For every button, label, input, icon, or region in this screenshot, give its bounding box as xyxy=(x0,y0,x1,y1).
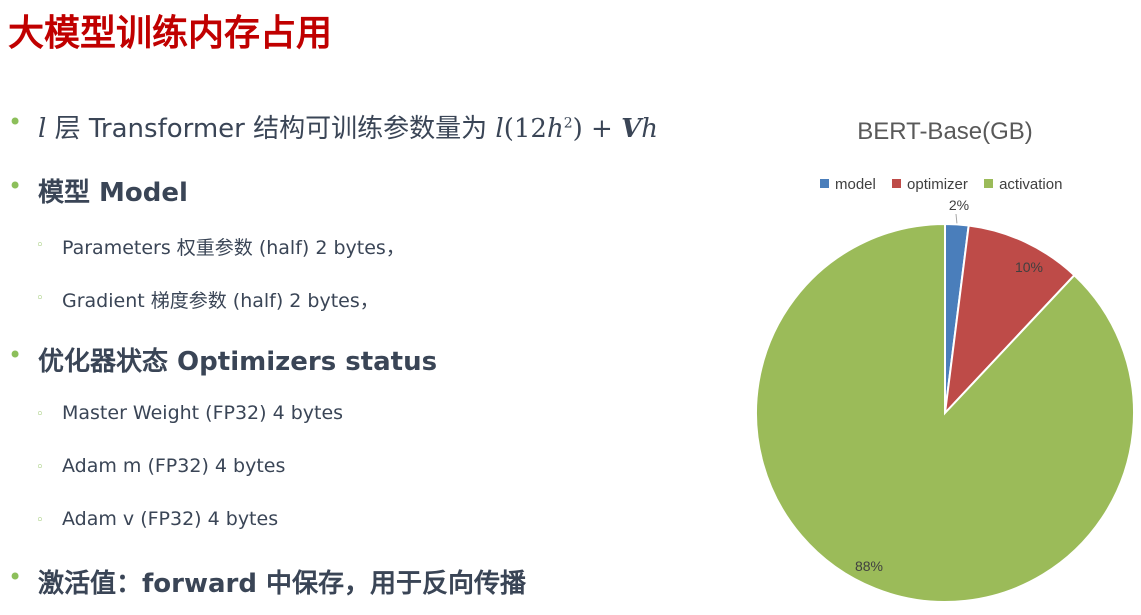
legend-item-model: model xyxy=(820,176,876,193)
formula-l: l xyxy=(495,114,504,144)
formula-h2: h xyxy=(641,114,659,144)
sub-bullet-dot: ◦ xyxy=(36,407,44,422)
leader-line-model xyxy=(955,213,958,224)
bullet-text: 模型 Model xyxy=(38,178,188,208)
bullet-dot: • xyxy=(8,108,23,136)
legend-item-optimizer: optimizer xyxy=(892,176,968,193)
pie-slice-optimizer xyxy=(943,224,1076,416)
legend-item-activation: activation xyxy=(984,176,1062,193)
sub-bullet-dot: ◦ xyxy=(36,291,44,306)
bullet-dot: • xyxy=(8,172,23,200)
legend-swatch-model xyxy=(820,179,829,188)
bullet-text: 优化器状态 Optimizers status xyxy=(38,347,438,377)
chart-legend: model optimizer activation xyxy=(820,176,1074,193)
param-formula: l(12h2) + Vh xyxy=(495,114,658,144)
data-label-optimizer: 10% xyxy=(1015,259,1043,275)
legend-swatch-activation xyxy=(984,179,994,188)
sub-bullet-text: Parameters 权重参数 (half) 2 bytes， xyxy=(62,237,405,259)
chart-title: BERT-Base(GB) xyxy=(857,118,1033,145)
slide-title: 大模型训练内存占用 xyxy=(8,13,333,54)
data-label-activation: 88% xyxy=(855,558,883,574)
legend-label-model: model xyxy=(835,176,876,193)
formula-open: (12 xyxy=(503,114,547,144)
sub-bullet-text: Gradient 梯度参数 (half) 2 bytes， xyxy=(62,290,379,312)
sub-bullet-text: Adam m (FP32) 4 bytes xyxy=(62,455,286,477)
pie-slice-activation xyxy=(755,222,1135,603)
sub-bullet-text: Adam v (FP32) 4 bytes xyxy=(62,508,279,530)
sub-bullet-dot: ◦ xyxy=(36,238,44,253)
sub-bullet-dot: ◦ xyxy=(36,460,44,475)
formula-exp: 2 xyxy=(563,115,573,132)
bullet-dot: • xyxy=(8,563,23,591)
bullet-dot: • xyxy=(8,341,23,369)
bullet-text: 层 Transformer 结构可训练参数量为 xyxy=(46,114,496,144)
formula-h: h xyxy=(546,114,564,144)
legend-swatch-optimizer xyxy=(892,179,902,188)
formula-close: ) + xyxy=(572,114,622,144)
bullet-text: 激活值：forward 中保存，用于反向传播 xyxy=(38,569,527,599)
formula-V: V xyxy=(621,114,642,144)
legend-label-activation: activation xyxy=(999,176,1063,193)
legend-label-optimizer: optimizer xyxy=(907,176,968,193)
var-l: l xyxy=(38,114,47,144)
data-label-model: 2% xyxy=(949,197,969,213)
sub-bullet-text: Master Weight (FP32) 4 bytes xyxy=(62,402,344,424)
sub-bullet-dot: ◦ xyxy=(36,513,44,528)
bullet-list: • l 层 Transformer 结构可训练参数量为 l(12h2) + Vh… xyxy=(8,108,658,599)
